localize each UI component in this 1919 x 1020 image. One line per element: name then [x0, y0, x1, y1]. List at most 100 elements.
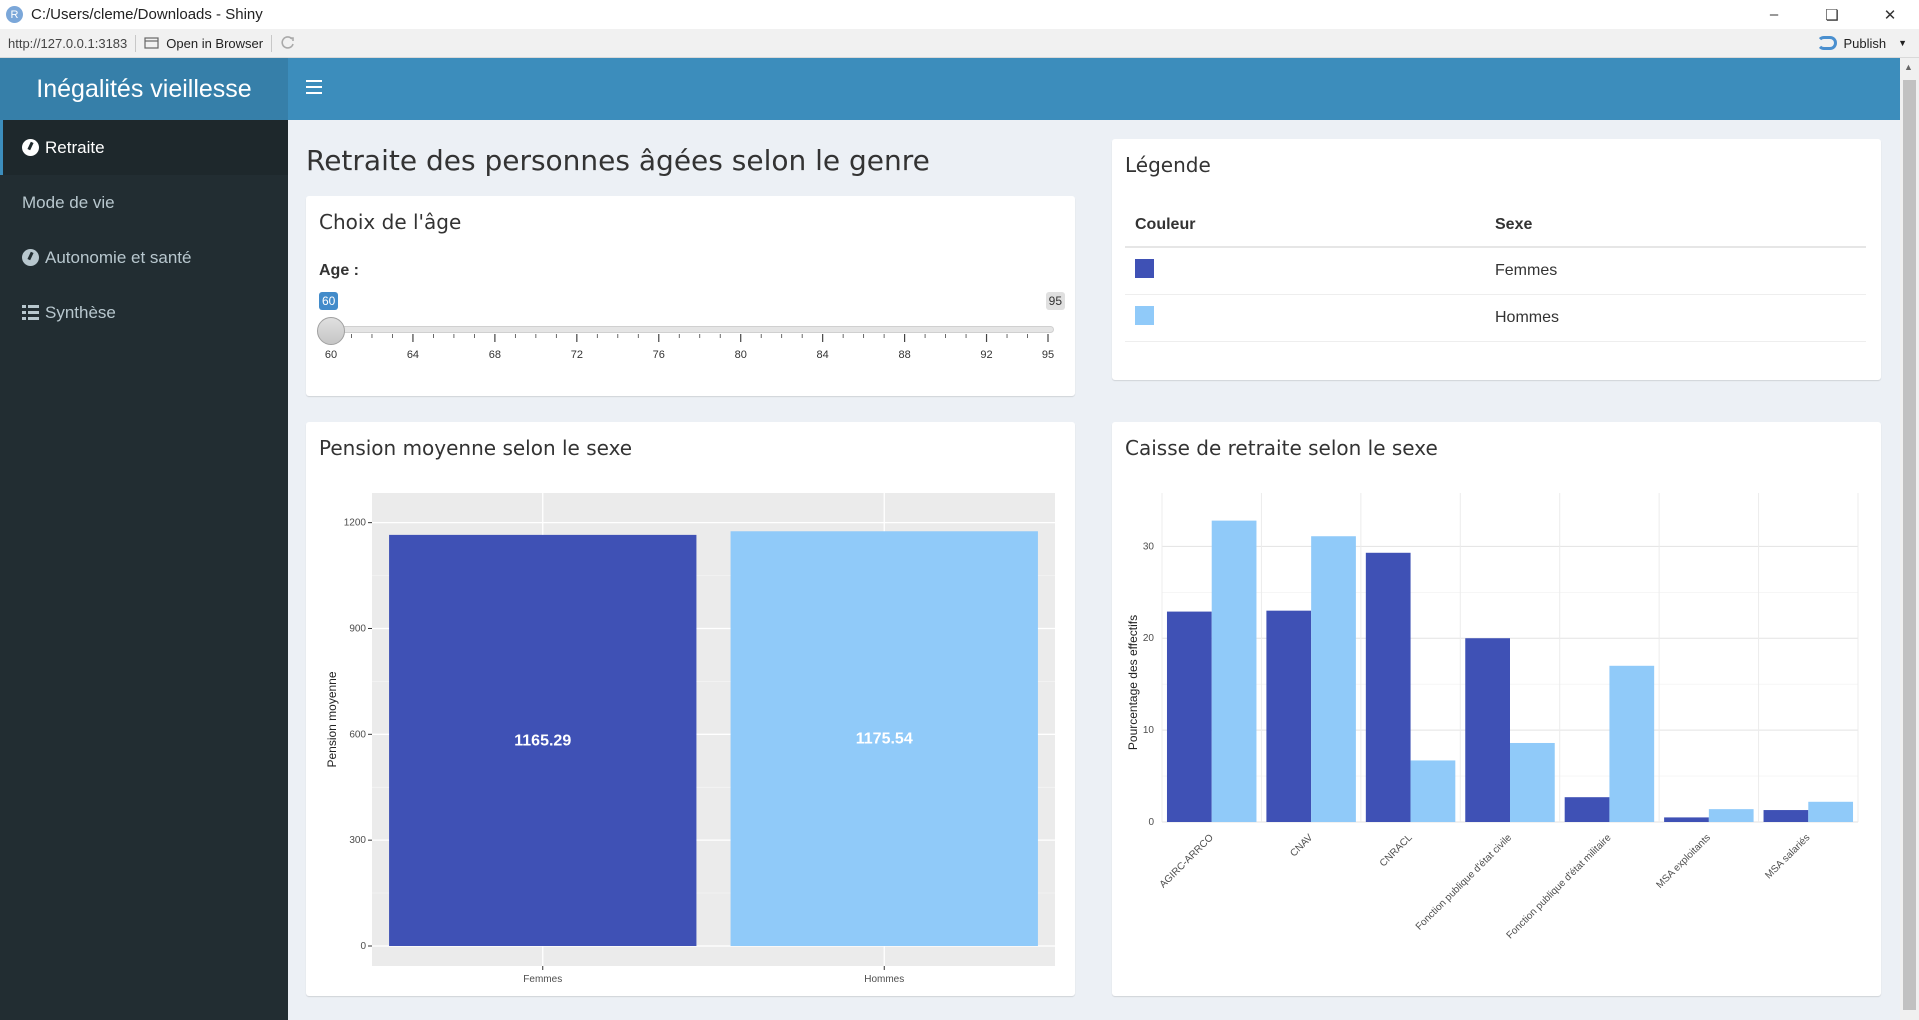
slider-tick-label: 72 [571, 349, 583, 361]
color-cell [1125, 294, 1485, 342]
pension-chart-box: Pension moyenne selon le sexe 0 300 600 900… [306, 422, 1075, 996]
x-tick-label: CNAV [1288, 832, 1315, 859]
viewer-toolbar: http://127.0.0.1:3183 Open in Browser Pu… [0, 29, 1919, 58]
y-tick-label: 0 [1148, 817, 1154, 828]
browser-window-icon [144, 37, 159, 49]
slider-value-badge: 60 [319, 292, 339, 310]
bar-value-label: 1175.54 [856, 731, 913, 748]
box-title: Caisse de retraite selon le sexe [1125, 436, 1438, 460]
color-swatch-hommes [1135, 305, 1154, 325]
window-controls: – ❏ ✕ [1745, 0, 1919, 29]
sidebar-item-mode-de-vie[interactable]: Mode de vie [0, 175, 288, 230]
sex-cell: Hommes [1485, 294, 1866, 342]
y-tick-label: 1200 [344, 518, 367, 529]
x-tick-label: MSA exploitants [1654, 832, 1712, 890]
bar-value-label: 1165.29 [514, 732, 571, 749]
refresh-icon[interactable] [280, 35, 296, 51]
sidebar-item-label: Retraite [45, 137, 105, 157]
open-in-browser-label: Open in Browser [166, 35, 264, 51]
sidebar-item-label: Mode de vie [22, 192, 115, 212]
vertical-scrollbar[interactable]: ▲ [1900, 58, 1919, 1020]
url-display[interactable]: http://127.0.0.1:3183 [8, 35, 128, 51]
y-tick-label: 0 [360, 941, 366, 952]
bar-hommes [1808, 801, 1854, 822]
scrollbar-thumb[interactable] [1903, 80, 1916, 1010]
table-header-row: Couleur Sexe [1125, 203, 1866, 248]
publish-icon [1817, 36, 1838, 50]
slider-handle[interactable] [317, 317, 345, 345]
age-choice-box: Choix de l'âge Age : 60 95 60 64 68 72 76 80 8… [306, 196, 1075, 396]
x-tick-label: CNRACL [1378, 832, 1415, 869]
bar-hommes [730, 531, 1038, 946]
sidebar-item-retraite[interactable]: Retraite [0, 120, 288, 175]
close-icon[interactable]: ✕ [1883, 6, 1897, 24]
toolbar-separator [135, 34, 137, 52]
color-swatch-femmes [1135, 258, 1154, 278]
table-row: Femmes [1125, 247, 1866, 295]
slider-tick-label: 92 [980, 349, 992, 361]
sidebar-item-autonomie[interactable]: Autonomie et santé [0, 230, 288, 285]
page-title: Retraite des personnes âgées selon le ge… [306, 144, 930, 177]
sidebar-toggle-icon[interactable] [306, 80, 322, 94]
dashboard-icon [22, 139, 39, 156]
sidebar-item-label: Autonomie et santé [45, 247, 192, 267]
x-tick-label: Fonction publique d'état militaire [1505, 832, 1614, 941]
y-tick-label: 600 [349, 729, 366, 740]
y-tick-label: 10 [1143, 725, 1155, 736]
minimize-icon[interactable]: – [1769, 6, 1779, 23]
bar-femmes [1763, 810, 1809, 822]
y-axis-label: Pourcentage des effectifs [1126, 615, 1140, 750]
slider-tick-label: 88 [898, 349, 910, 361]
bar-femmes [1564, 797, 1610, 822]
bar-femmes [1266, 610, 1312, 822]
slider-tick-label: 60 [325, 349, 337, 361]
scroll-up-icon[interactable]: ▲ [1904, 62, 1913, 72]
column-header-couleur: Couleur [1125, 203, 1485, 248]
toolbar-separator [271, 34, 273, 52]
top-navbar [288, 58, 1900, 120]
bar-hommes [1211, 520, 1257, 822]
slider-max-badge: 95 [1045, 292, 1065, 310]
slider-tick-label: 95 [1042, 349, 1054, 361]
box-title: Pension moyenne selon le sexe [319, 436, 633, 460]
open-in-browser-button[interactable]: Open in Browser [144, 36, 263, 51]
x-tick-label: Hommes [864, 974, 904, 985]
x-tick-label: AGIRC-ARRCO [1158, 832, 1216, 890]
slider-ticks: 60 64 68 72 76 80 84 88 92 95 [325, 334, 1054, 361]
bar-hommes [1708, 809, 1754, 822]
slider-tick-label: 68 [489, 349, 501, 361]
y-tick-label: 300 [349, 835, 366, 846]
y-tick-label: 30 [1143, 541, 1155, 552]
bar-hommes [1410, 760, 1456, 822]
slider-tick-label: 64 [407, 349, 419, 361]
r-logo-icon: R [6, 6, 23, 23]
slider-tick-label: 80 [735, 349, 747, 361]
x-tick-label: Femmes [523, 974, 562, 985]
slider-tick-label: 84 [817, 349, 829, 361]
publish-button[interactable]: Publish ▼ [1817, 36, 1907, 51]
bar-hommes [1311, 536, 1356, 822]
window-title: C:/Users/cleme/Downloads - Shiny [31, 6, 263, 23]
list-icon [22, 305, 39, 320]
legend-table: Couleur Sexe Femmes Hommes [1125, 203, 1866, 342]
app-logo: Inégalités vieillesse [0, 58, 288, 120]
publish-label: Publish [1843, 35, 1887, 51]
bar-femmes [1166, 611, 1212, 822]
y-axis-label: Pension moyenne [325, 671, 339, 767]
restore-icon[interactable]: ❏ [1825, 6, 1839, 24]
dashboard-icon [22, 249, 39, 266]
age-label: Age : [319, 262, 359, 279]
window-title-bar: R C:/Users/cleme/Downloads - Shiny – ❏ ✕ [0, 0, 1919, 29]
color-cell [1125, 247, 1485, 295]
sidebar-item-synthese[interactable]: Synthèse [0, 285, 288, 340]
bar-femmes [1664, 817, 1709, 822]
bar-hommes [1510, 742, 1555, 822]
bar-femmes [389, 534, 697, 946]
sex-cell: Femmes [1485, 247, 1866, 295]
dropdown-caret-icon[interactable]: ▼ [1898, 38, 1907, 48]
pension-bar-chart: 0 300 600 900 1200 1165.29 Femmes 1175.54 Hommes… [325, 493, 1055, 985]
box-title: Choix de l'âge [319, 210, 462, 234]
y-tick-label: 900 [349, 623, 366, 634]
bar-hommes [1609, 665, 1655, 822]
